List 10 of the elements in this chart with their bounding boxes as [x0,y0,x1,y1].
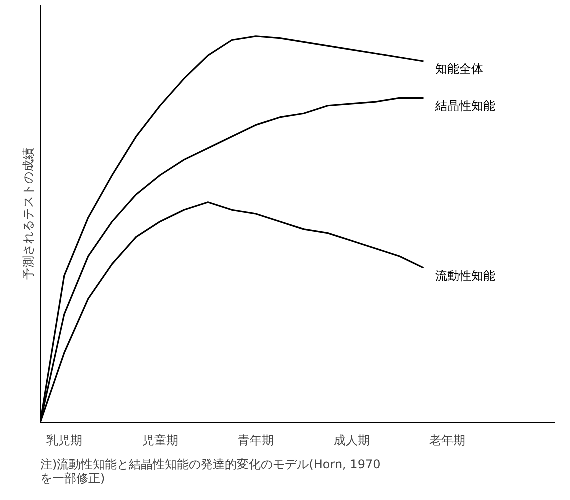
series-label: 流動性知能 [436,268,496,283]
x-tick-label: 乳児期 [46,434,82,448]
x-tick-label: 成人期 [334,434,370,448]
series-label: 結晶性知能 [434,98,496,113]
x-tick-label: 児童期 [142,434,178,448]
text: 注)流動性知能と結晶性知能の発達的変化のモデル(Horn, 1970 を一部修正) [40,458,381,486]
x-tick-label: 老年期 [430,434,466,448]
series-label: 知能全体 [436,62,484,76]
x-tick-label: 青年期 [238,434,274,448]
y-axis-title: 予測されるテストの成績 [22,148,36,280]
